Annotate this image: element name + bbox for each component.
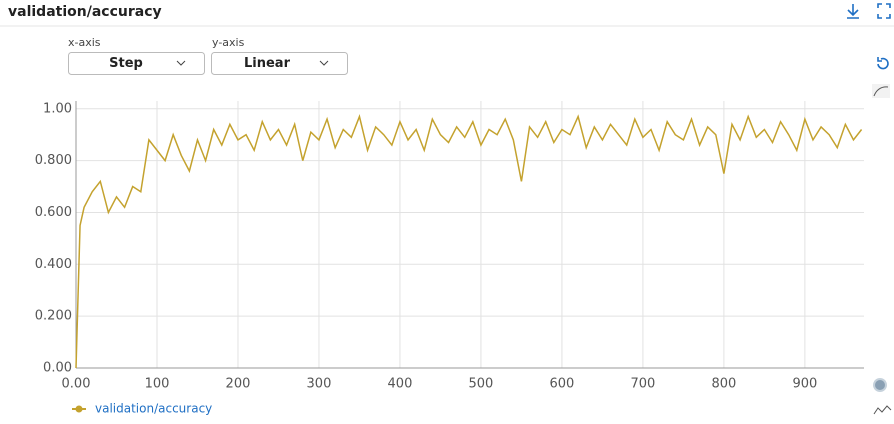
x-tick-label: 200 [226,377,251,392]
x-tick-label: 300 [307,377,332,392]
data-line [75,114,863,369]
x-tick-label: 0.00 [62,377,91,392]
y-tick-label: 0.00 [43,361,72,376]
fullscreen-button[interactable] [877,3,891,19]
x-tick-label: 900 [792,377,817,392]
dropdown-caret [319,60,329,66]
y-tick-label: 0.600 [35,205,72,220]
card-title: validation/accuracy [8,4,162,20]
smoothing-icon[interactable] [872,84,890,98]
smoothing-curve [873,86,889,97]
legend-marker [75,405,83,413]
reset-button[interactable] [877,57,889,70]
dropdown-caret [176,60,186,66]
y-axis-value: Linear [244,56,291,71]
legend-label: validation/accuracy [95,402,212,416]
x-axis-label: x-axis [68,36,101,49]
y-tick-label: 0.400 [35,257,72,272]
y-tick-label: 0.200 [35,309,72,324]
download-button[interactable] [847,4,859,19]
x-tick-label: 100 [145,377,170,392]
y-axis-dropdown[interactable] [211,52,348,75]
x-tick-label: 400 [388,377,413,392]
y-tick-label: 0.800 [35,153,72,168]
y-axis-label: y-axis [212,36,245,49]
x-axis-value: Step [109,56,143,71]
x-axis-dropdown[interactable] [68,52,205,75]
chart-type-icon[interactable] [873,405,892,415]
x-tick-label: 600 [550,377,575,392]
x-tick-label: 800 [711,377,736,392]
x-tick-label: 500 [469,377,494,392]
y-tick-label: 1.00 [43,101,72,116]
x-tick-label: 700 [630,377,655,392]
slider-handle[interactable] [873,378,887,392]
